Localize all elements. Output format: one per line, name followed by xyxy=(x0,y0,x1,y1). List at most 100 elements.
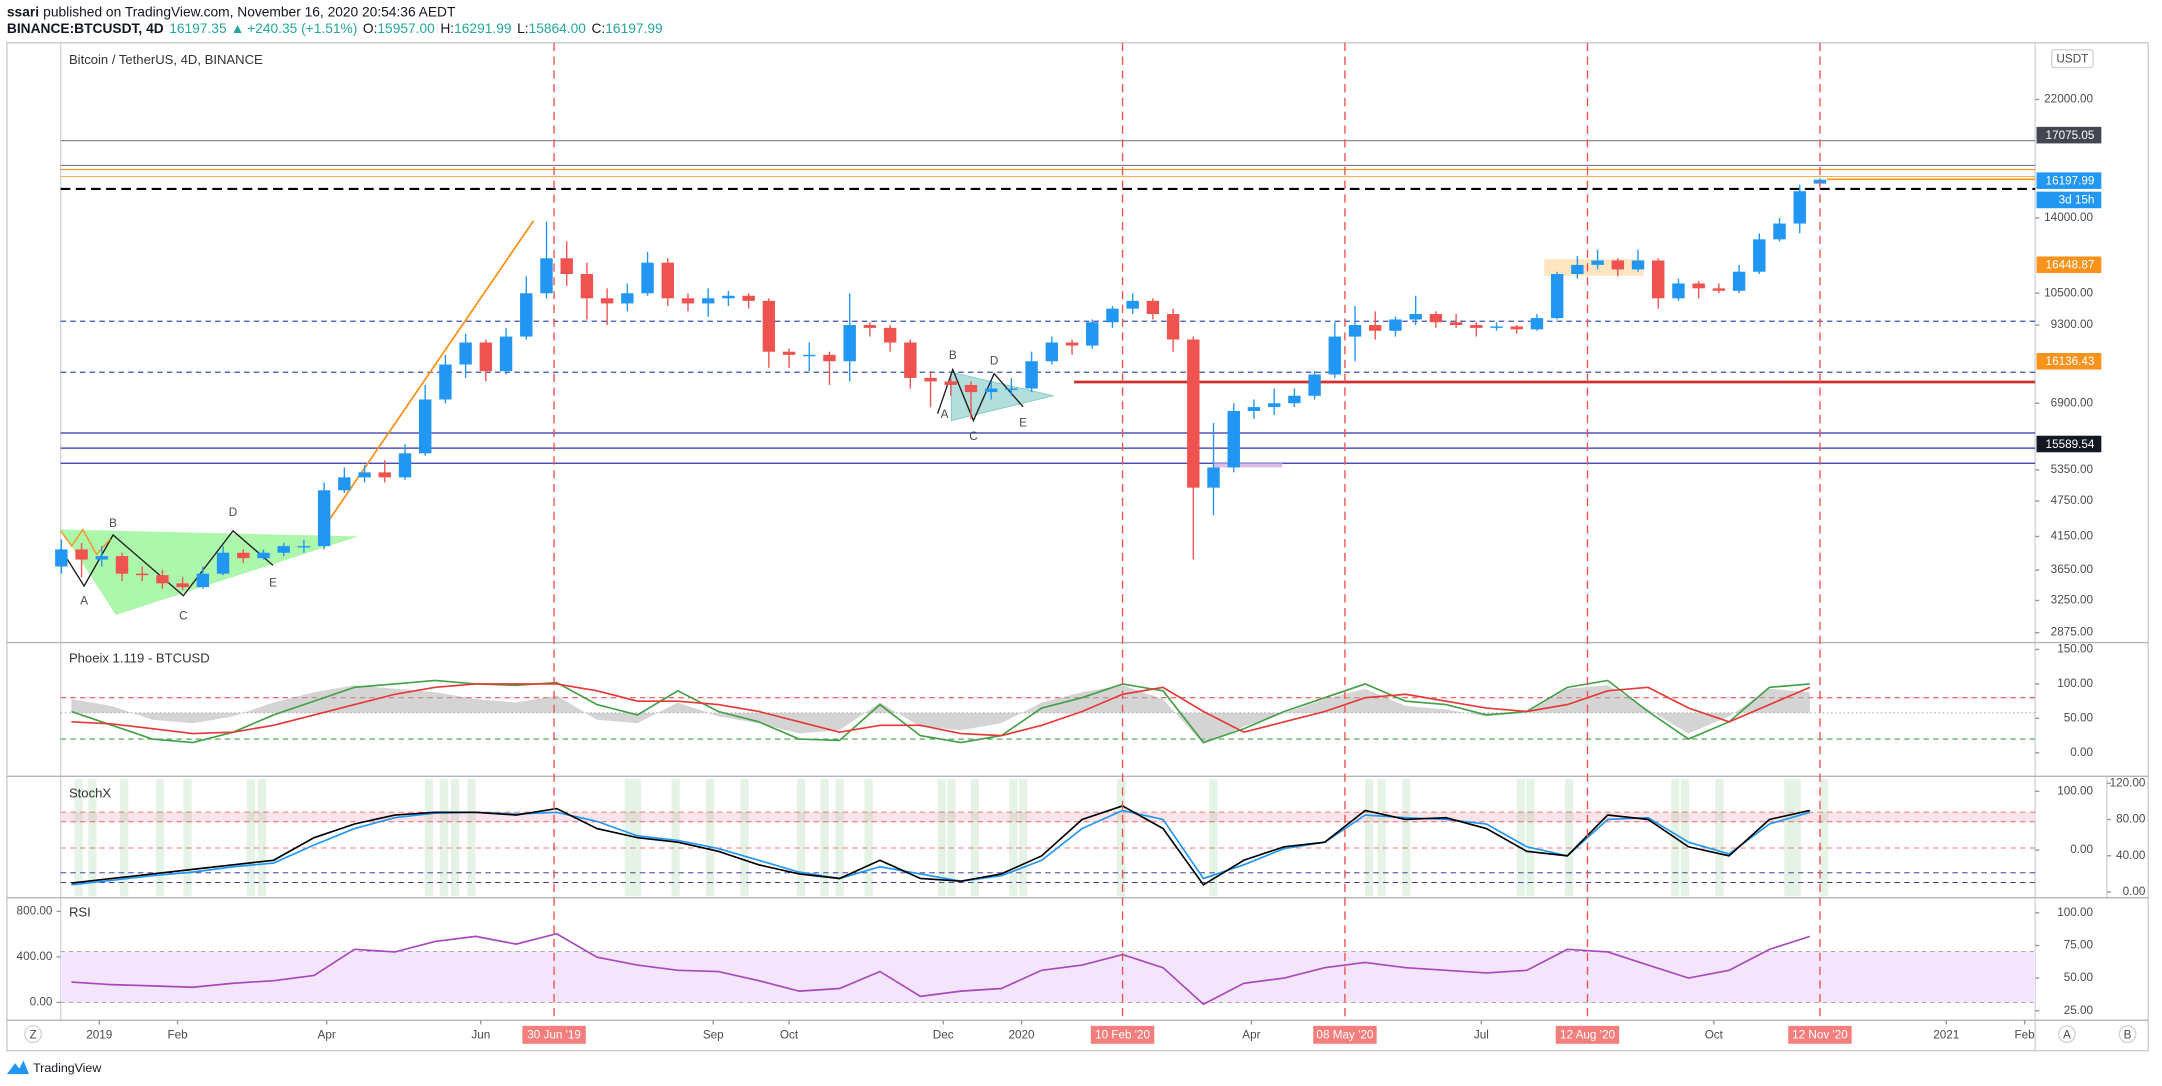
candle-body xyxy=(115,556,129,574)
y-tick-label: 150.00 xyxy=(2057,643,2093,656)
last-price: 16197.35 xyxy=(169,21,227,36)
price-label: 16136.43 xyxy=(2046,355,2095,368)
candle-body xyxy=(1409,314,1422,320)
candle-body xyxy=(55,549,68,567)
y-tick-label: 5350.00 xyxy=(2051,463,2094,476)
stoch-band xyxy=(671,779,680,897)
log-label[interactable]: B xyxy=(2124,1029,2132,1042)
currency-label[interactable]: USDT xyxy=(2056,52,2088,65)
abcde-pattern xyxy=(60,529,274,597)
candle-body xyxy=(1530,318,1544,330)
candle-body xyxy=(560,258,573,275)
published: published on TradingView.com, November 1… xyxy=(43,4,456,19)
indicator-area xyxy=(71,685,1810,744)
stoch-band xyxy=(1516,779,1525,897)
stoch-band xyxy=(1365,779,1374,897)
c-value: 16197.99 xyxy=(605,21,662,36)
stoch-band xyxy=(424,779,433,897)
stoch-band xyxy=(864,779,873,897)
candle-body xyxy=(1288,395,1301,404)
candle-body xyxy=(1045,342,1059,362)
candle-body xyxy=(1692,283,1705,289)
candle-body xyxy=(1712,288,1726,291)
x-tick-label: Jul xyxy=(1474,1029,1489,1042)
candle-body xyxy=(1490,326,1503,328)
auto-button[interactable] xyxy=(2057,1025,2076,1044)
stoch-band xyxy=(467,779,476,897)
candle-body xyxy=(176,583,189,588)
candle-body xyxy=(944,381,957,385)
y-tick-label: 9300.00 xyxy=(2051,318,2094,331)
y-tick-label: 4150.00 xyxy=(2051,530,2094,543)
candle-body xyxy=(1005,388,1018,390)
stoch-band xyxy=(1377,779,1386,897)
candle-body xyxy=(1025,361,1038,389)
candle-body xyxy=(1793,191,1806,224)
auto-label[interactable]: A xyxy=(2063,1029,2071,1042)
y-tick-label: 22000.00 xyxy=(2044,93,2093,106)
stoch-band xyxy=(624,779,633,897)
brand-name: TradingView xyxy=(33,1061,101,1075)
candle-body xyxy=(1247,407,1261,411)
rsi-band xyxy=(60,951,2036,1003)
candle-body xyxy=(1389,319,1402,331)
candle-body xyxy=(823,354,836,362)
stoch-band xyxy=(1018,779,1028,897)
candle-body xyxy=(681,298,695,304)
candle-body xyxy=(1106,308,1119,323)
candle-body xyxy=(1227,410,1240,468)
stoch-band xyxy=(1564,779,1574,897)
pattern-label: C xyxy=(969,430,978,443)
candle-body xyxy=(378,472,391,478)
candle-body xyxy=(338,477,351,491)
zoom-label[interactable]: Z xyxy=(30,1029,37,1042)
pane-title: RSI xyxy=(69,904,91,919)
candle-body xyxy=(1773,223,1786,240)
author: ssari xyxy=(7,4,39,19)
pattern-label: D xyxy=(990,354,998,367)
stoch-band xyxy=(155,779,165,897)
frame xyxy=(6,42,2149,1052)
candle-body xyxy=(1571,264,1584,275)
candle-body xyxy=(479,342,493,372)
currency-button[interactable] xyxy=(2051,48,2094,69)
stoch-band xyxy=(1792,779,1801,897)
x-tick-label: Sep xyxy=(703,1029,724,1042)
date-marker-box xyxy=(1090,1025,1155,1044)
price-label-box xyxy=(2036,172,2102,189)
x-tick-label: Jun xyxy=(471,1029,490,1042)
x-tick-label: 2020 xyxy=(1008,1029,1035,1042)
y-tick-label: 800.00 xyxy=(17,905,53,918)
stoch-band xyxy=(740,779,749,897)
stoch-band xyxy=(1680,779,1690,897)
zoom-button[interactable] xyxy=(24,1025,43,1044)
candle-body xyxy=(1328,336,1342,375)
date-marker-box xyxy=(1788,1025,1852,1044)
candle-body xyxy=(1207,467,1220,488)
y-tick-label: 50.00 xyxy=(2064,971,2094,984)
candle-body xyxy=(398,453,412,478)
price-label: 16197.99 xyxy=(2046,174,2095,187)
candle-body xyxy=(1429,314,1443,323)
x-tick-label: 2019 xyxy=(86,1029,112,1042)
candle-body xyxy=(1348,325,1362,337)
stoch-band xyxy=(246,779,256,897)
date-marker-label: 30 Jun '19 xyxy=(527,1029,581,1042)
drawings xyxy=(60,140,2036,615)
candle-body xyxy=(358,472,371,478)
y-tick-label: 0.00 xyxy=(2070,843,2093,856)
stoch-band xyxy=(947,779,956,897)
pattern-label: B xyxy=(949,349,957,362)
publish-line: ssari published on TradingView.com, Novem… xyxy=(7,4,456,19)
pattern-label: B xyxy=(109,517,117,530)
candle-body xyxy=(1126,300,1139,309)
log-button[interactable] xyxy=(2118,1025,2137,1044)
price-label: 3d 15h xyxy=(2059,194,2095,207)
o-value: 15957.00 xyxy=(377,21,435,36)
y-tick-label: 100.00 xyxy=(2057,784,2093,797)
candle-body xyxy=(863,325,877,328)
candle-body xyxy=(1753,239,1766,272)
candle-body xyxy=(499,336,513,372)
stoch-band xyxy=(705,779,715,897)
